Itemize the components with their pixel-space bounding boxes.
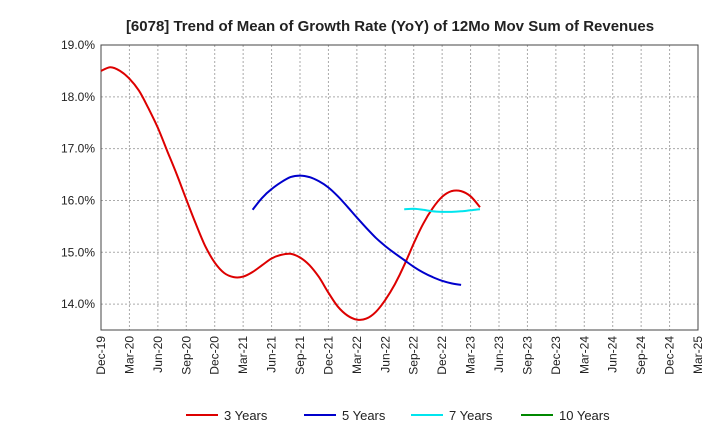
y-tick-label: 14.0% xyxy=(61,297,95,311)
x-tick-label: Mar-20 xyxy=(122,336,136,374)
x-tick-label: Jun-24 xyxy=(606,336,620,373)
x-tick-label: Dec-23 xyxy=(549,336,563,375)
x-tick-label: Mar-21 xyxy=(236,336,250,374)
y-axis: 14.0% 15.0% 16.0% 17.0% 18.0% 19.0% xyxy=(61,38,95,311)
x-tick-label: Sep-20 xyxy=(179,336,193,375)
x-tick-label: Jun-23 xyxy=(492,336,506,373)
series-line-3-years xyxy=(100,66,481,321)
x-tick-label: Dec-24 xyxy=(663,336,677,375)
legend-label: 10 Years xyxy=(559,408,610,423)
legend-label: 5 Years xyxy=(342,408,386,423)
y-tick-label: 16.0% xyxy=(61,193,95,207)
legend-label: 3 Years xyxy=(224,408,268,423)
series-line-7-years xyxy=(404,207,481,213)
y-tick-label: 17.0% xyxy=(61,142,95,156)
x-tick-label: Sep-23 xyxy=(520,336,534,375)
plot-area-frame xyxy=(100,44,699,331)
x-axis: Dec-19 Mar-20 Jun-20 Sep-20 Dec-20 Mar-21 Jun-… xyxy=(94,336,705,375)
x-tick-label: Sep-22 xyxy=(407,336,421,375)
x-tick-label: Mar-24 xyxy=(577,336,591,374)
series-line-5-years xyxy=(251,174,462,286)
legend: 3 Years 5 Years 7 Years 10 Years xyxy=(186,408,610,423)
y-tick-label: 18.0% xyxy=(61,90,95,104)
x-tick-label: Dec-22 xyxy=(435,336,449,375)
x-tick-label: Mar-22 xyxy=(350,336,364,374)
chart-title: [6078] Trend of Mean of Growth Rate (YoY… xyxy=(126,18,654,35)
x-tick-label: Mar-25 xyxy=(691,336,705,374)
series-lines xyxy=(100,66,481,321)
x-tick-label: Jun-22 xyxy=(378,336,392,373)
x-tick-label: Sep-24 xyxy=(634,336,648,375)
y-tick-label: 19.0% xyxy=(61,38,95,52)
grid-lines xyxy=(100,44,699,330)
x-tick-label: Dec-20 xyxy=(208,336,222,375)
legend-label: 7 Years xyxy=(449,408,493,423)
x-tick-label: Sep-21 xyxy=(293,336,307,375)
x-tick-label: Dec-19 xyxy=(94,336,108,375)
x-tick-label: Dec-21 xyxy=(321,336,335,375)
x-tick-label: Jun-20 xyxy=(151,336,165,373)
x-tick-label: Jun-21 xyxy=(265,336,279,373)
y-tick-label: 15.0% xyxy=(61,245,95,259)
x-tick-label: Mar-23 xyxy=(464,336,478,374)
